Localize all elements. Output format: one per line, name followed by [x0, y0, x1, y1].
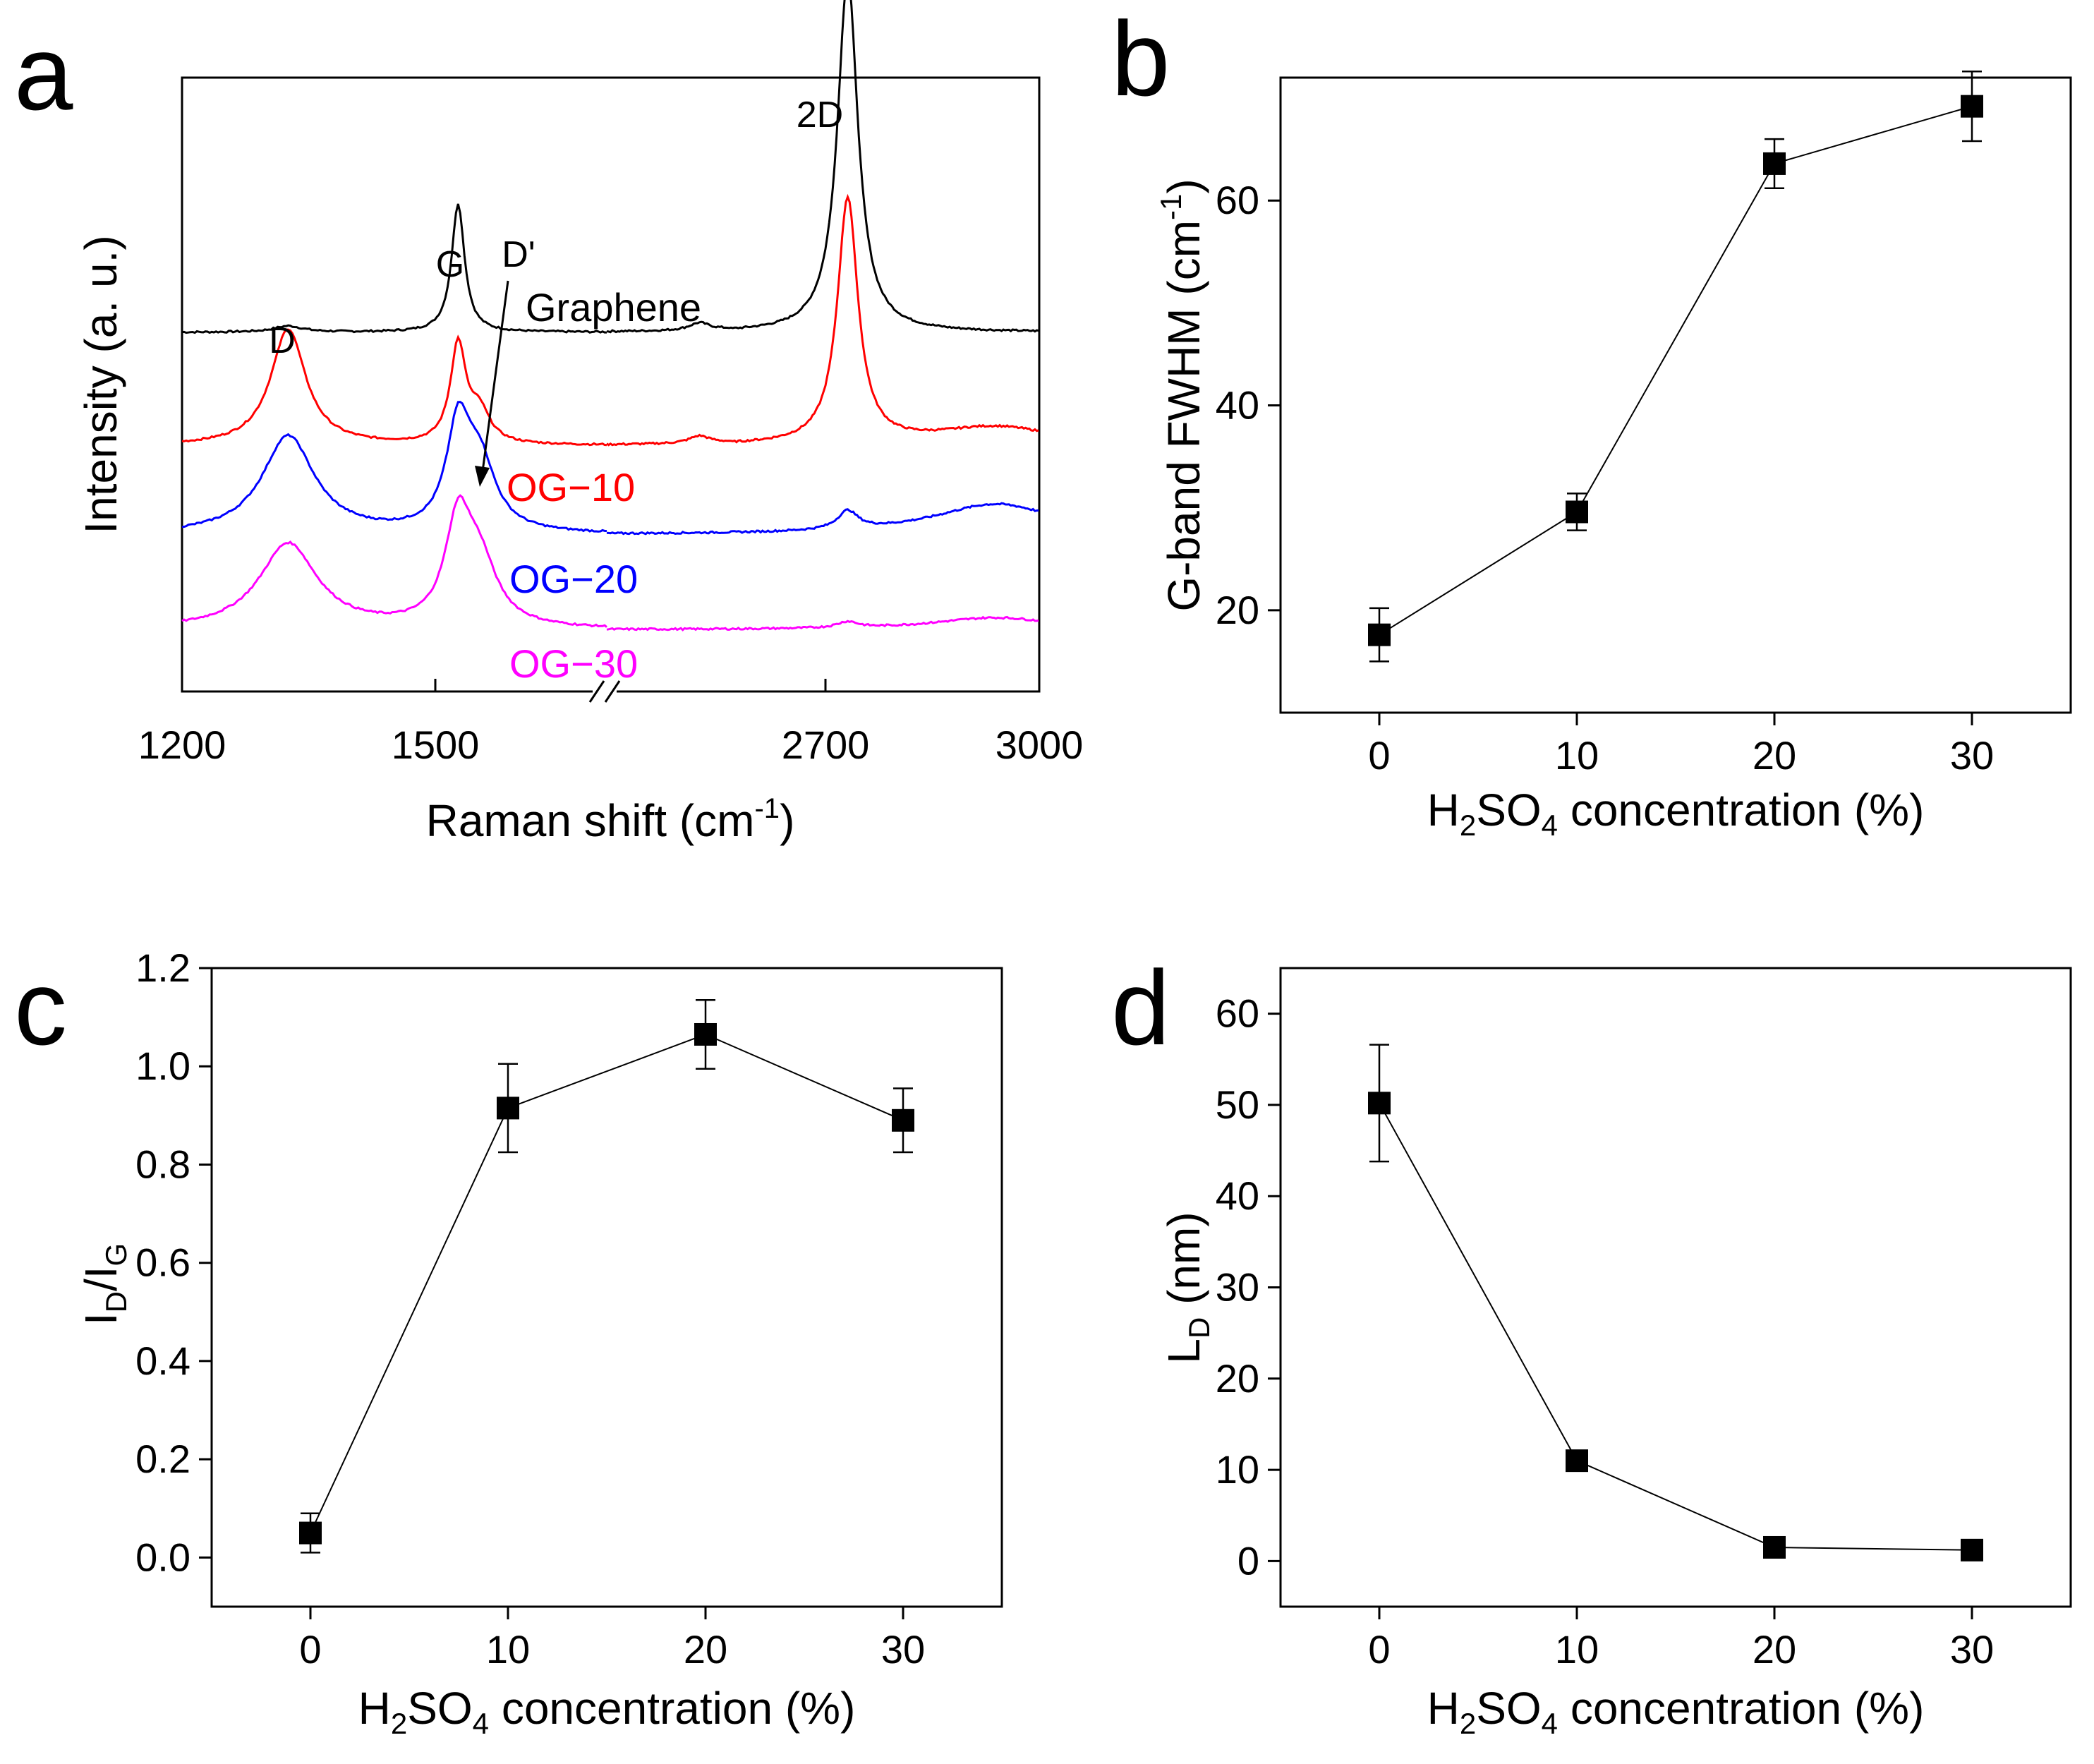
panel-b-data-point	[1368, 623, 1391, 646]
panel-c-xlabel: H2SO4 concentration (%)	[358, 1683, 856, 1740]
panel-b-data-point	[1763, 152, 1786, 175]
spectrum-1-segment-1	[181, 203, 607, 334]
panel-d-ytick-label: 40	[1216, 1173, 1259, 1218]
panel-c-ytick-label: 0.2	[135, 1437, 190, 1481]
panel-c-ylabel: ID/IG	[75, 1243, 133, 1325]
panel-b-ylabel: G-band FWHM (cm-1)	[1154, 179, 1209, 611]
panel-c-plot: 0 10 20 30 0.0 0.2 0.4 0.6 0.8 1.0 1.2	[135, 946, 925, 1672]
peak-label-d-prime: D'	[502, 234, 535, 275]
panel-d-xlabel: H2SO4 concentration (%)	[1427, 1683, 1925, 1740]
panel-d-xtick-label: 0	[1368, 1627, 1390, 1672]
panel-b-ytick-label: 40	[1216, 383, 1259, 428]
panel-b-data-point	[1961, 95, 1983, 118]
panel-d-series-line	[1379, 1102, 1973, 1551]
panel-d: 0 10 20 30 0 10 20 30 40 50 60 H2SO4 concentration…	[1158, 967, 2072, 1740]
panel-b-letter: b	[1111, 0, 1170, 118]
panel-b: 0 10 20 30 20 40 60 H2SO4 concentration (%) G-…	[1154, 71, 2072, 842]
panel-d-ytick-label: 20	[1216, 1356, 1259, 1401]
panel-a-xtick-3000: 3000	[995, 723, 1084, 767]
panel-a-xtick-1200: 1200	[138, 723, 226, 767]
panel-c: 0 10 20 30 0.0 0.2 0.4 0.6 0.8 1.0 1.2 H2SO4 conce…	[75, 946, 1003, 1740]
axis-break-mark-1	[588, 680, 605, 703]
panel-d-ytick-label: 50	[1216, 1082, 1259, 1127]
spectrum-2-segment-2	[606, 193, 1039, 447]
panel-d-ylabel: LD (nm)	[1158, 1212, 1216, 1363]
panel-c-ytick-label: 0.8	[135, 1142, 190, 1186]
panel-d-letter: d	[1111, 948, 1170, 1067]
panel-b-xtick-label: 30	[1950, 733, 1994, 778]
panel-d-ytick-label: 60	[1216, 991, 1259, 1036]
panel-a-xtick-1500: 1500	[392, 723, 480, 767]
series-label-og20: OG−20	[509, 557, 638, 601]
spectrum-3-segment-2	[606, 502, 1039, 536]
panel-c-data-point	[694, 1022, 717, 1046]
panel-a-xtick-2700: 2700	[782, 723, 870, 767]
panel-b-plot: 0 10 20 30 20 40 60	[1216, 71, 1994, 778]
peak-label-2d: 2D	[797, 95, 843, 135]
panel-c-ytick-label: 0.4	[135, 1339, 190, 1383]
panel-a-ylabel: Intensity (a. u.)	[75, 235, 126, 533]
panel-a-xtick-marks	[181, 679, 1041, 691]
panel-c-data-point	[497, 1097, 519, 1120]
series-label-graphene: Graphene	[526, 285, 701, 330]
panel-c-ytick-label: 1.0	[135, 1044, 190, 1088]
panel-c-ytick-label: 0.0	[135, 1535, 190, 1579]
panel-a-letter: a	[14, 13, 73, 132]
panel-d-data-point	[1763, 1535, 1786, 1559]
spectrum-1-segment-2	[606, 0, 1039, 334]
panel-b-xtick-label: 0	[1368, 733, 1390, 778]
panel-d-data-point	[1368, 1092, 1391, 1115]
panel-c-xtick-label: 10	[486, 1627, 530, 1672]
panel-c-xtick-label: 30	[881, 1627, 925, 1672]
spectrum-4-segment-1	[181, 494, 607, 628]
panel-b-xtick-label: 20	[1753, 733, 1796, 778]
panel-c-letter: c	[14, 948, 67, 1067]
panel-b-xtick-label: 10	[1555, 733, 1599, 778]
panel-d-xtick-label: 10	[1555, 1627, 1599, 1672]
panel-b-xlabel: H2SO4 concentration (%)	[1427, 785, 1925, 842]
d-prime-arrow-shaft	[481, 280, 509, 472]
spectrum-4-segment-2	[606, 615, 1039, 632]
panel-d-ytick-label: 10	[1216, 1447, 1259, 1492]
panel-d-ytick-label: 30	[1216, 1265, 1259, 1310]
panel-d-xtick-label: 20	[1753, 1627, 1796, 1672]
panel-b-data-point	[1566, 500, 1588, 524]
spectrum-2-segment-1	[181, 328, 607, 447]
panel-a: 1200 1500 2700 3000 Raman shift (cm-1) I…	[75, 0, 1083, 846]
panel-a-xlabel: Raman shift (cm-1)	[426, 793, 795, 846]
panel-d-data-point	[1566, 1449, 1588, 1473]
series-label-og10: OG−10	[507, 465, 635, 509]
panel-d-plot: 0 10 20 30 0 10 20 30 40 50 60	[1216, 991, 1994, 1672]
panel-c-xtick-label: 0	[299, 1627, 321, 1672]
panel-c-data-point	[892, 1108, 914, 1132]
panel-c-series-line	[310, 1033, 904, 1534]
panel-b-ytick-label: 20	[1216, 588, 1259, 632]
spectrum-3-segment-1	[181, 401, 607, 533]
panel-b-ytick-label: 60	[1216, 178, 1259, 222]
panel-c-ytick-label: 0.6	[135, 1240, 190, 1285]
series-label-og30: OG−30	[509, 641, 638, 686]
peak-label-g: G	[436, 244, 464, 285]
panel-d-xtick-label: 30	[1950, 1627, 1994, 1672]
panel-b-frame	[1279, 76, 2072, 714]
d-prime-arrow-head	[475, 466, 490, 487]
peak-label-d: D	[269, 320, 296, 361]
panel-d-ytick-label: 0	[1237, 1538, 1259, 1583]
panel-d-frame	[1279, 967, 2072, 1608]
panel-c-ytick-label: 1.2	[135, 946, 190, 990]
panel-d-data-point	[1961, 1538, 1983, 1561]
panel-b-series-line	[1379, 105, 1973, 636]
raman-spectra	[181, 0, 1039, 632]
axis-break-mark-2	[604, 680, 621, 703]
panel-c-data-point	[299, 1521, 322, 1545]
panel-c-xtick-label: 20	[684, 1627, 727, 1672]
panel-c-frame	[210, 967, 1003, 1608]
